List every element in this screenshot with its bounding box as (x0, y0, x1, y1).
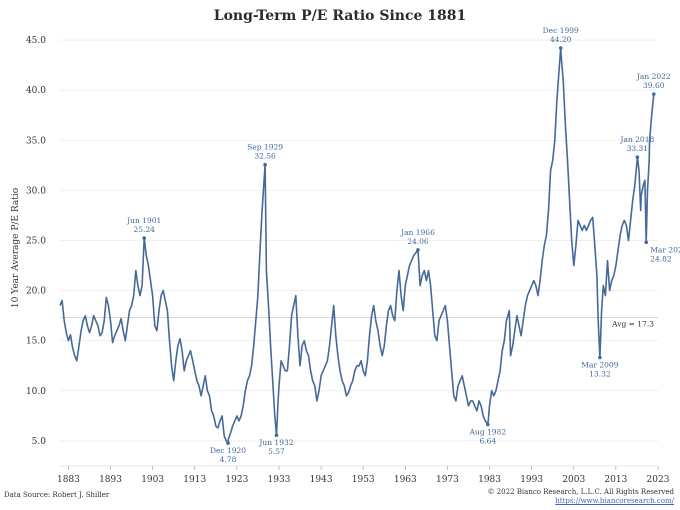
y-tick-label: 5.0 (32, 437, 47, 447)
y-tick-label: 45.0 (26, 36, 46, 46)
annotation-date: Jan 2022 (636, 72, 671, 81)
x-tick-label: 1953 (352, 475, 375, 485)
x-tick-label: 1943 (310, 475, 333, 485)
website-link[interactable]: https://www.biancoresearch.com/ (555, 497, 674, 505)
y-axis-title: 10 Year Average P/E Ratio (11, 188, 21, 308)
annotation-date: Mar 2020 (650, 245, 680, 254)
grid-layer (60, 39, 658, 442)
series-line (59, 47, 655, 444)
annotation-point (486, 422, 490, 427)
y-tick-label: 30.0 (26, 186, 46, 196)
annotation-value: 44.20 (550, 35, 572, 44)
y-tick-label: 25.0 (26, 236, 46, 246)
annotation-point (598, 355, 602, 360)
y-tick-label: 20.0 (26, 287, 46, 297)
copyright-text: © 2022 Bianco Research, L.L.C. All Right… (487, 488, 675, 496)
x-tick-label: 1893 (99, 475, 122, 485)
x-tick-label: 1933 (268, 475, 291, 485)
x-tick-label: 2003 (562, 475, 585, 485)
chart-title: Long-Term P/E Ratio Since 1881 (213, 8, 467, 24)
x-tick-label: 1913 (183, 475, 206, 485)
annotation-value: 5.57 (268, 447, 285, 456)
annotation-point (226, 441, 230, 445)
annotation-value: 24.06 (407, 237, 429, 246)
annotation-value: 32.56 (254, 152, 276, 161)
axis-layer: 5.0 10.0 15.0 20.0 25.0 30.0 35.0 40.0 45.0 1883 1… (11, 36, 670, 485)
annotation-value: 25.24 (133, 225, 155, 234)
annotation-point (635, 155, 640, 159)
data-source-note: Data Source: Robert J. Shiller (4, 491, 110, 499)
annotation-date: Jun 1901 (126, 216, 161, 225)
copyright-block: © 2022 Bianco Research, L.L.C. All Right… (488, 488, 675, 506)
annotation-value: 33.31 (627, 144, 648, 153)
x-tick-label: 1883 (57, 475, 80, 485)
annotation-date: Aug 1982 (469, 428, 507, 437)
annotation-point (263, 162, 267, 167)
annotation-value: 13.32 (589, 370, 611, 379)
y-tick-label: 40.0 (26, 86, 46, 96)
x-tick-label: 1963 (394, 475, 417, 485)
annotation-date: Jan 2018 (619, 135, 654, 144)
annotation-point (558, 46, 563, 50)
y-tick-label: 35.0 (26, 136, 46, 146)
series-layer (59, 47, 655, 444)
annotation-point (416, 248, 420, 252)
annotation-date: Jan 1966 (400, 228, 435, 237)
x-tick-label: 1983 (478, 475, 501, 485)
annotation-date: Jun 1932 (258, 438, 293, 447)
annotation-date: Dec 1999 (543, 26, 579, 35)
annotation-date: Mar 2009 (581, 361, 618, 370)
annotation-point (274, 433, 279, 438)
annotation-date: Dec 1920 (210, 446, 246, 455)
x-tick-label: 2013 (604, 475, 627, 485)
x-tick-label: 1993 (520, 475, 543, 485)
x-tick-label: 1973 (436, 475, 459, 485)
annotation-value: 39.60 (643, 81, 665, 90)
annotation-value: 6.64 (480, 437, 497, 446)
x-tick-label: 1903 (141, 475, 164, 485)
x-tick-label: 2023 (647, 475, 670, 485)
annotation-point (651, 92, 656, 96)
y-tick-label: 15.0 (26, 337, 46, 347)
y-tick-label: 10.0 (26, 387, 46, 397)
x-tick-label: 1923 (225, 475, 248, 485)
annotation-date: Sep 1929 (247, 143, 283, 152)
average-label: Avg = 17.3 (611, 320, 654, 329)
annotation-point (644, 240, 649, 245)
annotation-value: 4.78 (220, 455, 237, 464)
annotation-point (142, 236, 147, 240)
annotation-value: 24.82 (650, 254, 672, 263)
